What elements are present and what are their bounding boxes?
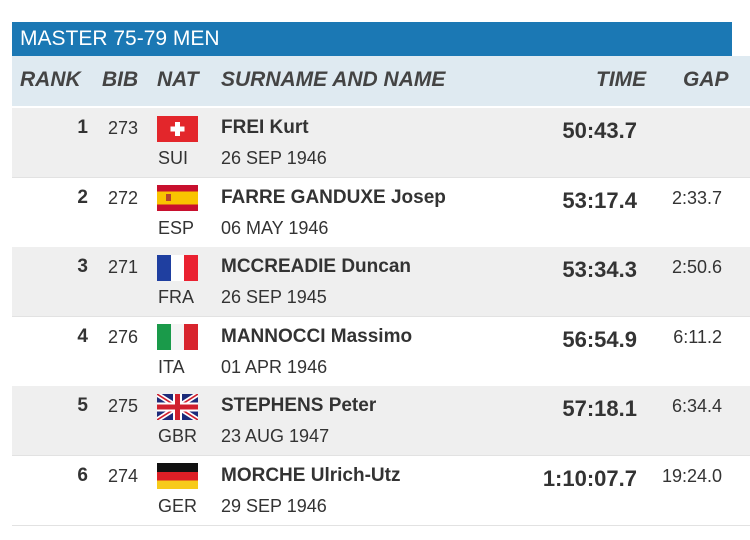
athlete-name: MANNOCCI Massimo [221,325,413,347]
bib: 274 [108,466,139,486]
title-bar [12,22,732,56]
col-rank: RANK [20,68,81,91]
time: 1:10:07.7 [542,466,637,491]
nat: GBR [158,426,198,447]
rank: 1 [77,117,88,138]
nat: GER [158,496,198,516]
flag [157,394,198,420]
bib: 275 [108,396,139,417]
flag [157,255,198,281]
rank: 6 [77,465,88,486]
row-background [12,247,750,318]
row-background [12,386,750,457]
bib: 273 [108,118,139,138]
row-background [12,177,750,248]
flag [157,116,198,142]
birth-date: 29 SEP 1946 [221,496,327,516]
header-row [12,56,750,106]
time: 53:17.4 [562,187,637,213]
bib: 272 [108,187,139,208]
athlete-name: MORCHE Ulrich-Utz [221,465,401,486]
col-time: TIME [596,68,647,91]
time: 50:43.7 [562,118,637,143]
flag [157,185,198,211]
col-bib: BIB [102,68,139,91]
athlete-name: FARRE GANDUXE Josep [221,186,446,208]
col-name: SURNAME AND NAME [221,68,446,91]
flag [157,324,198,350]
nat: SUI [158,148,189,168]
nat: ESP [158,217,195,238]
rank: 5 [77,395,88,417]
gap: 2:50.6 [671,257,722,278]
gap: 6:11.2 [673,326,722,347]
title: MASTER 75-79 MEN [20,27,220,50]
time: 53:34.3 [562,257,637,283]
col-nat: NAT [157,68,199,91]
gap: 19:24.0 [661,466,722,486]
bib: 276 [108,326,139,347]
flag [157,463,198,489]
time: 57:18.1 [562,396,637,422]
row-background [12,316,750,387]
row-background [12,108,750,178]
col-gap: GAP [683,68,729,91]
birth-date: 26 SEP 1945 [221,287,327,308]
time: 56:54.9 [562,326,637,352]
nat: FRA [158,287,194,308]
row-background [12,456,750,526]
rank: 3 [77,256,88,278]
nat: ITA [158,356,185,377]
athlete-name: MCCREADIE Duncan [221,256,412,278]
birth-date: 01 APR 1946 [221,356,328,377]
rank: 4 [77,325,88,347]
birth-date: 23 AUG 1947 [221,426,330,447]
athlete-name: FREI Kurt [221,117,309,138]
rank: 2 [77,186,88,208]
gap: 6:34.4 [671,396,722,417]
bib: 271 [108,257,139,278]
gap: 2:33.7 [671,187,722,208]
athlete-name: STEPHENS Peter [221,395,377,417]
birth-date: 06 MAY 1946 [221,217,329,238]
birth-date: 26 SEP 1946 [221,148,327,168]
